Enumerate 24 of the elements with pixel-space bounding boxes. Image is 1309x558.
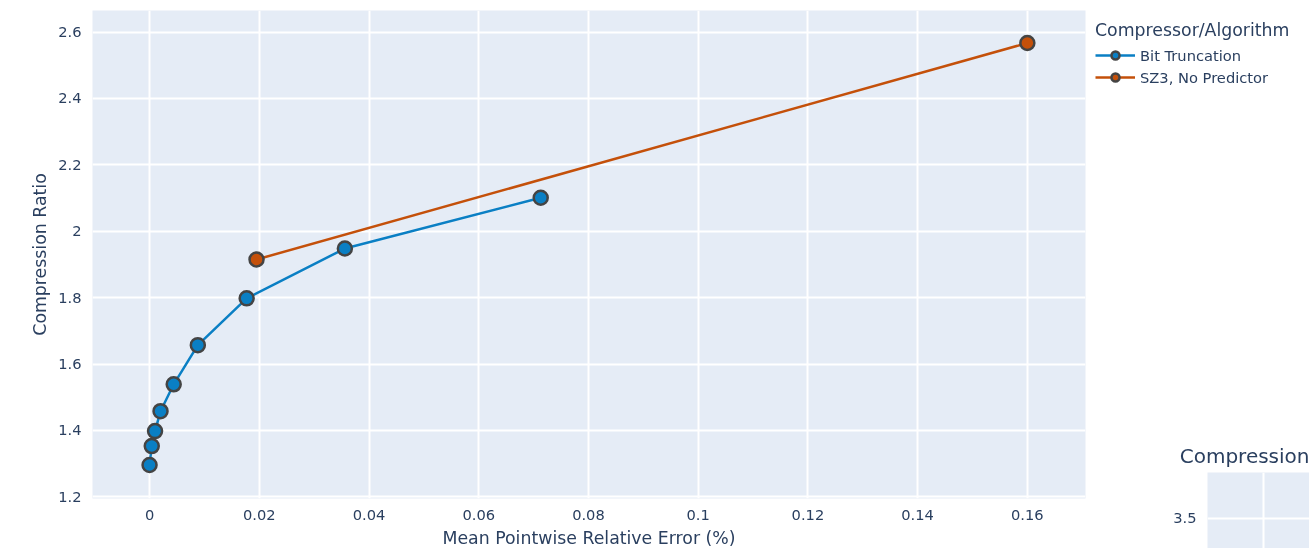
x-tick-label: 0 xyxy=(144,505,155,523)
y-tick-label: 1.4 xyxy=(58,421,82,439)
legend-label: Bit Truncation xyxy=(1140,46,1242,64)
x-axis-title: Mean Pointwise Relative Error (%) xyxy=(442,527,736,548)
y-tick-label: 2.2 xyxy=(58,155,82,173)
x-tick-label: 0.1 xyxy=(686,505,710,523)
y-tick-label: 1.2 xyxy=(58,487,82,505)
legend-title: Compressor/Algorithm xyxy=(1095,20,1290,40)
x-tick-label: 0.12 xyxy=(791,505,825,523)
x-tick-label: 0.16 xyxy=(1011,505,1044,523)
y-tick-label: 1.6 xyxy=(58,355,82,373)
legend-label: SZ3, No Predictor xyxy=(1140,68,1269,86)
y-tick-label: 2.6 xyxy=(58,23,82,41)
y-tick-label: 2.4 xyxy=(58,89,82,107)
x-tick-label: 0.06 xyxy=(462,505,496,523)
y-tick-label: 1.8 xyxy=(58,288,82,306)
x-tick-label: 0.14 xyxy=(901,505,934,523)
y-axis-title: Compression Ratio xyxy=(30,173,51,336)
y-tick-label: 2 xyxy=(72,222,82,240)
x-tick-label: 0.02 xyxy=(242,505,276,523)
x-tick-label: 0.04 xyxy=(352,505,386,523)
text: Compression xyxy=(1179,443,1309,468)
text: 3.5 xyxy=(1173,509,1197,527)
x-tick-label: 0.08 xyxy=(572,505,605,523)
